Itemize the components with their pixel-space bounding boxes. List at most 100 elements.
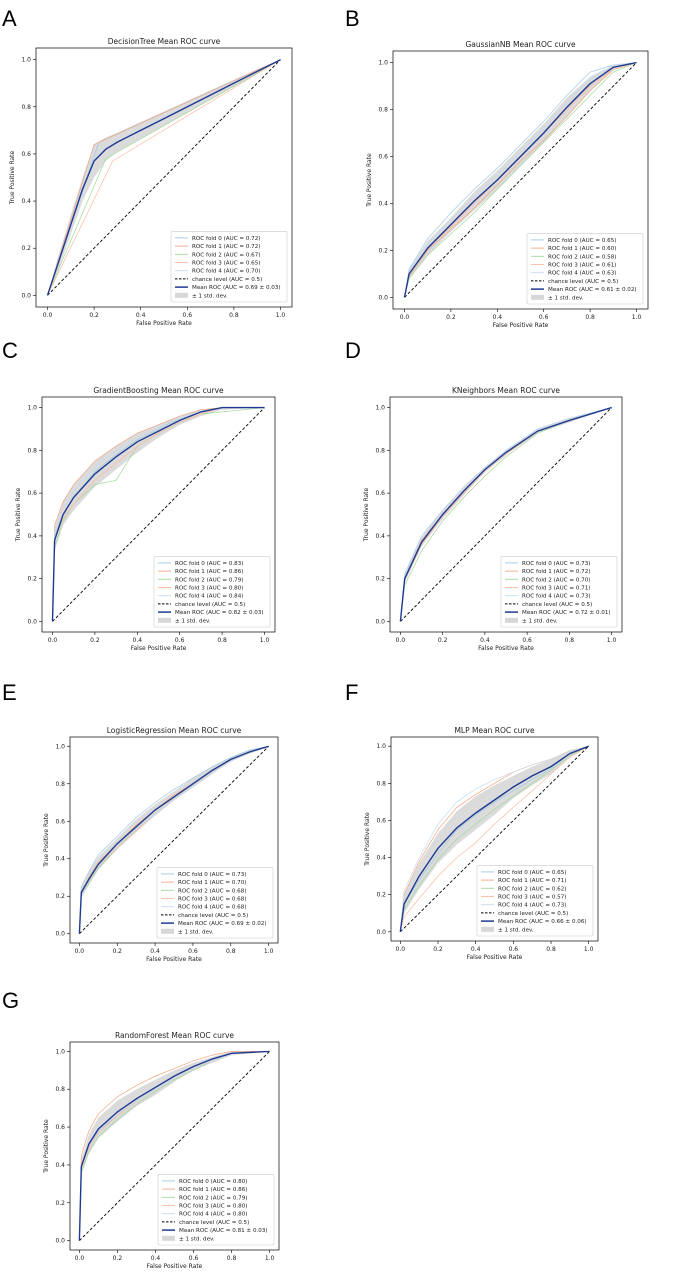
y-axis-label: True Positive Rate	[9, 150, 16, 205]
legend-entry-label: Mean ROC (AUC = 0.69 ± 0.03)	[192, 285, 281, 291]
x-tick-label: 0.0	[48, 637, 58, 644]
y-tick-label: 0.0	[55, 1238, 65, 1245]
x-tick-label: 1.0	[584, 946, 594, 953]
x-tick-label: 0.2	[89, 312, 99, 319]
x-tick-label: 0.6	[175, 637, 185, 644]
legend-entry-label: ± 1 std. dev.	[178, 929, 214, 935]
legend-entry-label: Mean ROC (AUC = 0.66 ± 0.06)	[498, 919, 587, 925]
x-tick-label: 0.8	[229, 312, 239, 319]
legend-entry-label: ROC fold 0 (AUC = 0.65)	[498, 870, 566, 876]
chart-panel-a: A DecisionTree Mean ROC curve 0.0 0.0 0.2 0.2…	[2, 6, 293, 327]
chart-title: RandomForest Mean ROC curve	[115, 1031, 234, 1040]
legend-entry-label: ROC fold 2 (AUC = 0.70)	[522, 577, 590, 583]
axes-frame	[392, 50, 649, 310]
mean-roc-line	[78, 745, 269, 934]
roc-fold-1-line	[404, 62, 637, 298]
x-tick-label: 0.8	[227, 1255, 237, 1262]
legend-entry-label: ROC fold 4 (AUC = 0.84)	[175, 594, 243, 600]
legend-swatch	[161, 928, 174, 934]
chart-title: MLP Mean ROC curve	[454, 726, 535, 735]
legend: ROC fold 0 (AUC = 0.80) ROC fold 1 (AUC =…	[157, 1174, 275, 1246]
x-tick-label: 0.4	[136, 312, 146, 319]
y-tick-label: 0.4	[55, 1162, 65, 1169]
roc-fold-1-line	[47, 59, 281, 296]
y-tick-label: 1.0	[55, 743, 65, 750]
legend-entry-label: ROC fold 2 (AUC = 0.79)	[179, 1195, 247, 1201]
y-tick-label: 0.8	[378, 107, 388, 114]
legend-entry-label: ROC fold 0 (AUC = 0.65)	[548, 238, 616, 244]
panel-letter: D	[345, 338, 361, 363]
chart-title: LogisticRegression Mean ROC curve	[107, 726, 242, 735]
std-band	[79, 746, 269, 934]
roc-fold-2-line	[404, 62, 637, 298]
roc-fold-2-line	[47, 59, 281, 296]
x-axis-label: False Positive Rate	[147, 1263, 203, 1270]
y-tick-label: 0.8	[376, 780, 386, 787]
y-axis-label: True Positive Rate	[364, 812, 371, 867]
y-tick-label: 0.0	[27, 618, 37, 625]
roc-fold-2-line	[400, 407, 612, 622]
axes-frame	[69, 1041, 280, 1251]
roc-fold-3-line	[47, 59, 281, 296]
legend-entry-label: chance level (AUC = 0.5)	[498, 911, 568, 917]
y-tick-label: 0.2	[27, 576, 37, 583]
axes-frame	[69, 736, 279, 944]
chance-line	[404, 62, 637, 298]
legend-entry-label: Mean ROC (AUC = 0.61 ± 0.02)	[548, 287, 637, 293]
legend-entry-label: ROC fold 4 (AUC = 0.73)	[498, 903, 566, 909]
y-tick-label: 0.8	[55, 781, 65, 788]
legend-entry-label: ROC fold 0 (AUC = 0.73)	[178, 872, 246, 878]
x-tick-label: 0.4	[480, 637, 490, 644]
legend-swatch	[162, 1235, 175, 1241]
chart-panel-c: C GradientBoosting Mean ROC curve 0.0 0.0 0.…	[2, 338, 276, 652]
y-tick-label: 0.6	[55, 1124, 65, 1131]
axes-frame	[35, 47, 293, 308]
y-tick-label: 1.0	[375, 405, 385, 412]
legend-entry-label: ROC fold 1 (AUC = 0.86)	[175, 569, 243, 575]
x-tick-label: 0.6	[189, 1255, 199, 1262]
legend-box	[156, 867, 274, 939]
legend-entry-label: chance level (AUC = 0.5)	[179, 1220, 249, 1226]
chart-panel-g: G RandomForest Mean ROC curve 0.0 0.0 0.2 0.2…	[2, 988, 280, 1270]
roc-fold-4-line	[399, 745, 589, 932]
chart-panel-e: E LogisticRegression Mean ROC curve 0.0 0.0…	[2, 680, 279, 963]
axes-frame	[390, 736, 599, 942]
legend-entry-label: ROC fold 2 (AUC = 0.58)	[548, 254, 616, 260]
legend-entry-label: ROC fold 3 (AUC = 0.65)	[192, 261, 260, 267]
x-tick-label: 0.6	[522, 637, 532, 644]
mean-roc-line	[51, 406, 265, 622]
y-tick-label: 0.8	[55, 1086, 65, 1093]
y-axis-label: True Positive Rate	[43, 813, 50, 868]
chance-line	[79, 745, 269, 935]
y-tick-label: 0.6	[27, 490, 37, 497]
legend-entry-label: ROC fold 1 (AUC = 0.86)	[179, 1187, 247, 1193]
x-axis-label: False Positive Rate	[493, 322, 549, 329]
y-tick-label: 0.6	[376, 817, 386, 824]
legend: ROC fold 0 (AUC = 0.65) ROC fold 1 (AUC =…	[526, 233, 644, 305]
x-tick-label: 0.6	[183, 312, 193, 319]
x-axis-label: False Positive Rate	[131, 645, 187, 652]
legend-entry-label: ROC fold 1 (AUC = 0.72)	[522, 569, 590, 575]
x-axis-label: False Positive Rate	[136, 320, 192, 327]
x-tick-label: 0.6	[188, 948, 198, 955]
y-tick-label: 1.0	[21, 57, 31, 64]
y-tick-label: 0.6	[21, 151, 31, 158]
y-tick-label: 0.4	[376, 855, 386, 862]
std-band	[400, 746, 589, 932]
chance-line	[52, 407, 265, 622]
panel-letter: G	[2, 988, 19, 1013]
y-tick-label: 1.0	[378, 60, 388, 67]
x-tick-label: 1.0	[265, 1255, 275, 1262]
legend-entry-label: ± 1 std. dev.	[522, 618, 558, 624]
legend-swatch	[175, 292, 188, 298]
legend-entry-label: chance level (AUC = 0.5)	[178, 913, 248, 919]
y-tick-label: 0.4	[378, 200, 388, 207]
y-tick-label: 0.0	[55, 931, 65, 938]
x-tick-label: 0.0	[75, 1255, 85, 1262]
std-band	[79, 1051, 270, 1241]
legend-entry-label: ROC fold 3 (AUC = 0.80)	[179, 1204, 247, 1210]
x-tick-label: 0.8	[217, 637, 227, 644]
legend-entry-label: ROC fold 2 (AUC = 0.67)	[192, 252, 260, 258]
x-tick-label: 0.8	[585, 314, 595, 321]
legend-entry-label: ROC fold 4 (AUC = 0.73)	[522, 594, 590, 600]
